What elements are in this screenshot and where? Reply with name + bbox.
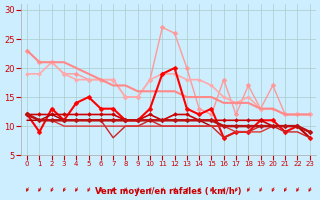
X-axis label: Vent moyen/en rafales ( km/h ): Vent moyen/en rafales ( km/h ) [95,187,242,196]
